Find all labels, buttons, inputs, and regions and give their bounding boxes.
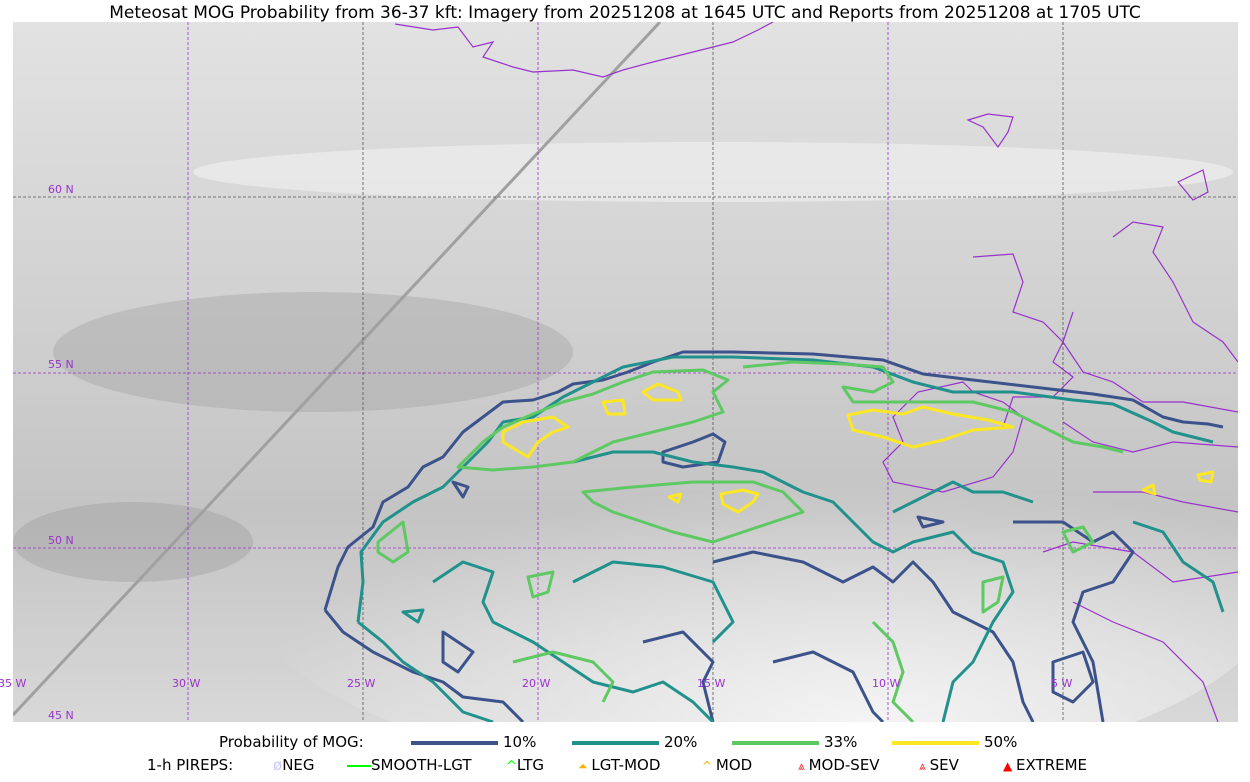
legend-item-mod: ^ MOD: [702, 756, 752, 774]
lon-label-35w: 35 W: [0, 677, 27, 690]
legend-item-smooth-lgt: SMOOTH-LGT: [347, 756, 472, 774]
legend-item-20pct: 20%: [572, 733, 697, 751]
legend-label: EXTREME: [1016, 756, 1088, 774]
cloud-band: [243, 382, 1238, 722]
lat-label-45n: 45 N: [48, 709, 74, 722]
satellite-swath-line: [13, 22, 662, 717]
line-swatch-50pct: [892, 740, 979, 745]
legend-label: SEV: [929, 756, 959, 774]
legend-label: 50%: [984, 733, 1018, 751]
legend-item-neg: øNEG: [273, 756, 315, 774]
cloud-band: [53, 292, 573, 412]
lat-label-50n: 50 N: [48, 534, 74, 547]
legend-item-ltg: ^LTG: [506, 756, 544, 774]
contour-50pct: [501, 382, 1215, 514]
neg-icon: ø: [273, 756, 283, 774]
lon-label-30w: 30 W: [172, 677, 201, 690]
contour-10pct: [323, 350, 1224, 722]
map-title: Meteosat MOG Probability from 36-37 kft:…: [109, 3, 1141, 23]
legend-label: 33%: [824, 733, 858, 751]
legend-label: 10%: [503, 733, 537, 751]
pirep-legend-label: 1-h PIREPS:: [147, 756, 234, 774]
legend-item-lgt-mod: ⏶ LGT-MOD: [578, 756, 660, 774]
legend-item-33pct: 33%: [732, 733, 857, 751]
extreme-icon: ▲: [1003, 759, 1017, 773]
contour-33pct: [376, 360, 1124, 722]
legend-item-50pct: 50%: [892, 733, 1017, 751]
legend-item-mod-sev: ⩓ MOD-SEV: [798, 756, 880, 774]
legend-label: MOD: [715, 756, 753, 774]
graticule: [13, 22, 1238, 722]
lon-label-5w: 5 W: [1051, 677, 1073, 690]
legend-label: LTG: [516, 756, 544, 774]
mod-sev-icon: ⩓: [798, 759, 809, 773]
lat-label-60n: 60 N: [48, 183, 74, 196]
smooth-lgt-icon: [347, 764, 371, 767]
mod-icon: ^: [702, 759, 716, 773]
lat-label-55n: 55 N: [48, 358, 74, 371]
lon-label-10w: 10 W: [872, 677, 901, 690]
lon-label-15w: 15 W: [697, 677, 726, 690]
lon-label-25w: 25 W: [347, 677, 376, 690]
legend-label: MOD-SEV: [808, 756, 880, 774]
legend-label: 20%: [664, 733, 698, 751]
probability-legend-label: Probability of MOG:: [219, 733, 364, 751]
legend-item-extreme: ▲ EXTREME: [1003, 756, 1087, 774]
lgt-mod-icon: ⏶: [578, 759, 592, 773]
legend-item-10pct: 10%: [411, 733, 536, 751]
lon-label-20w: 20 W: [522, 677, 551, 690]
legend-item-sev: ⩓ SEV: [919, 756, 959, 774]
legend-label: NEG: [282, 756, 315, 774]
ltg-icon: ^: [506, 759, 517, 774]
line-swatch-20pct: [572, 740, 659, 745]
legend-label: LGT-MOD: [591, 756, 661, 774]
satellite-map: [13, 22, 1238, 722]
line-swatch-33pct: [732, 740, 819, 745]
sev-icon: ⩓: [919, 759, 930, 773]
line-swatch-10pct: [411, 740, 498, 745]
legend-label: SMOOTH-LGT: [371, 756, 472, 774]
